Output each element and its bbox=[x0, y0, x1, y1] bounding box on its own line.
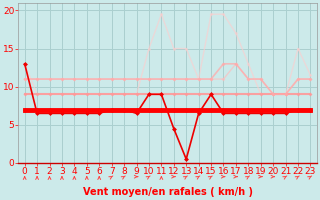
X-axis label: Vent moyen/en rafales ( km/h ): Vent moyen/en rafales ( km/h ) bbox=[83, 187, 252, 197]
